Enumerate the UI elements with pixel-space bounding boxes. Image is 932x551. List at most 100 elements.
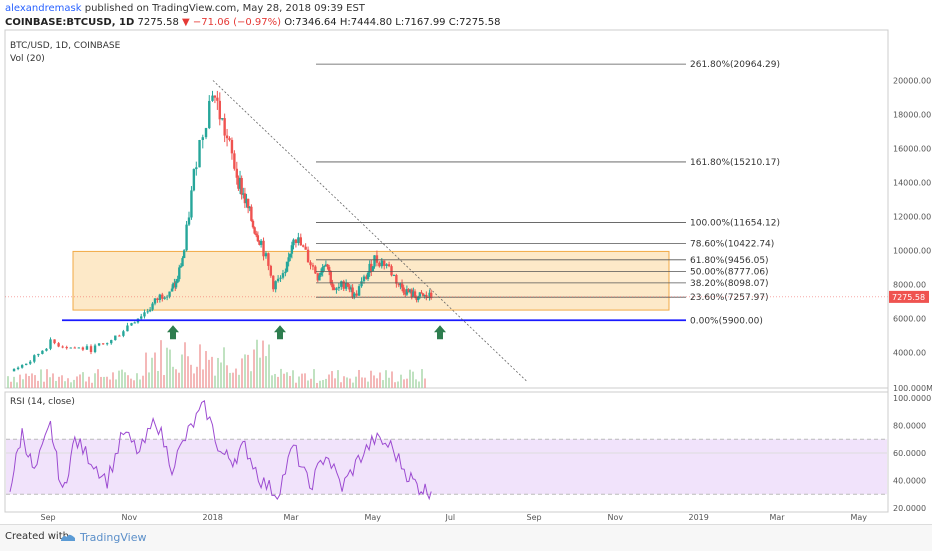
candle-body: [272, 275, 275, 290]
candle-body: [351, 287, 354, 298]
volume-bar: [61, 375, 63, 388]
candle-body: [346, 282, 349, 287]
volume-bar: [94, 373, 96, 388]
price-axis[interactable]: 20000.00 18000.00 16000.00 14000.00 12000.00…: [887, 30, 932, 512]
drawings-layer[interactable]: 0.00%(5900.00) 7275.58: [5, 80, 929, 382]
volume-bar: [49, 377, 51, 388]
volume-bar: [382, 380, 384, 388]
volume-bar: [184, 342, 186, 388]
volume-bar: [103, 376, 105, 388]
candle-body: [238, 178, 242, 189]
chart-area[interactable]: BTC/USD, 1D, COINBASE Vol (20) RSI (14, …: [0, 0, 932, 524]
candle-body: [230, 139, 234, 154]
candle-body: [61, 346, 64, 348]
volume-bar: [124, 372, 126, 388]
volume-bar: [100, 376, 102, 388]
volume-bar: [106, 376, 108, 388]
candle-body: [255, 233, 258, 236]
volume-bar: [379, 372, 381, 388]
y-tick-label: 4000.00: [893, 349, 926, 358]
y-tick-label: 12000.00: [893, 213, 931, 222]
volume-bar: [163, 375, 165, 388]
volume-bar: [370, 370, 372, 388]
author-link[interactable]: alexandremask: [5, 3, 82, 14]
volume-bar: [406, 378, 408, 388]
volume-bar: [82, 372, 84, 388]
volume-bar: [205, 351, 207, 388]
candle-body: [246, 198, 250, 209]
volume-bar: [364, 377, 366, 388]
candle-body: [353, 293, 356, 298]
volume-bar: [409, 369, 411, 388]
tradingview-logo-icon[interactable]: [60, 529, 76, 545]
candle-body: [430, 292, 433, 299]
candle-body: [163, 297, 166, 299]
volume-bar: [298, 376, 300, 388]
candle-body: [399, 283, 402, 286]
volume-bar: [418, 381, 420, 388]
candle-body: [378, 262, 381, 267]
volume-bar: [253, 349, 255, 388]
volume-bar: [268, 344, 270, 388]
candle-body: [284, 271, 287, 274]
volume-bar: [355, 376, 357, 388]
candle-body: [294, 239, 298, 243]
volume-bar: [67, 378, 69, 388]
candle-body: [213, 95, 217, 98]
candle-body: [176, 279, 179, 283]
volume-bar: [277, 376, 279, 388]
candle-body: [349, 287, 353, 290]
x-tick-label: Jul: [445, 513, 456, 522]
volume-bar: [340, 382, 342, 388]
candle-body: [344, 282, 348, 289]
candle-body: [290, 245, 294, 254]
candle-body: [204, 128, 208, 138]
candle-body: [16, 367, 20, 370]
volume-bar: [301, 373, 303, 388]
x-tick-label: May: [851, 513, 868, 522]
time-axis[interactable]: Sep Nov 2018 Mar May Jul Sep Nov 2019 Mar May: [41, 513, 868, 522]
candle-body: [251, 220, 255, 228]
candle-body: [53, 339, 56, 344]
candle-body: [287, 257, 290, 262]
candle-body: [178, 267, 181, 280]
candle-body: [418, 292, 422, 297]
candle-body: [45, 348, 48, 351]
candle-body: [355, 293, 358, 296]
volume-bar: [157, 370, 159, 388]
candle-body: [397, 283, 400, 286]
volume-bar: [217, 357, 219, 388]
candle-body: [279, 277, 282, 279]
volume-bar: [214, 375, 216, 388]
candle-body: [395, 275, 398, 284]
volume-bar: [238, 374, 240, 388]
candle-body: [114, 335, 117, 341]
volume-bar: [196, 366, 198, 388]
candle-body: [118, 335, 121, 337]
candle-body: [258, 241, 261, 245]
candle-body: [248, 206, 251, 209]
candle-body: [172, 283, 175, 285]
candle-body: [274, 281, 277, 290]
candle-body: [253, 227, 256, 234]
candle-body: [12, 369, 16, 372]
candle-body: [412, 291, 415, 298]
volume-bar: [421, 369, 423, 388]
fibonacci-layer[interactable]: 261.80%(20964.29) 161.80%(15210.17) 100.00…: [316, 60, 780, 303]
volume-bar: [391, 371, 393, 388]
candle-body: [192, 169, 196, 191]
candle-body: [190, 190, 193, 218]
candle-body: [198, 140, 201, 168]
main-pane[interactable]: [4, 29, 889, 389]
fib-level-label: 50.00%(8777.06): [690, 267, 769, 277]
candle-body: [174, 282, 178, 288]
chart-title: BTC/USD, 1D, COINBASE: [10, 41, 121, 51]
volume-bar: [55, 380, 57, 388]
candle-body: [408, 289, 412, 293]
candle-body: [331, 283, 334, 288]
candle-body: [326, 264, 329, 267]
candle-body: [380, 260, 383, 267]
volume-bar: [322, 380, 324, 388]
volume-bar: [187, 356, 189, 388]
tradingview-brand[interactable]: TradingView: [80, 531, 147, 544]
